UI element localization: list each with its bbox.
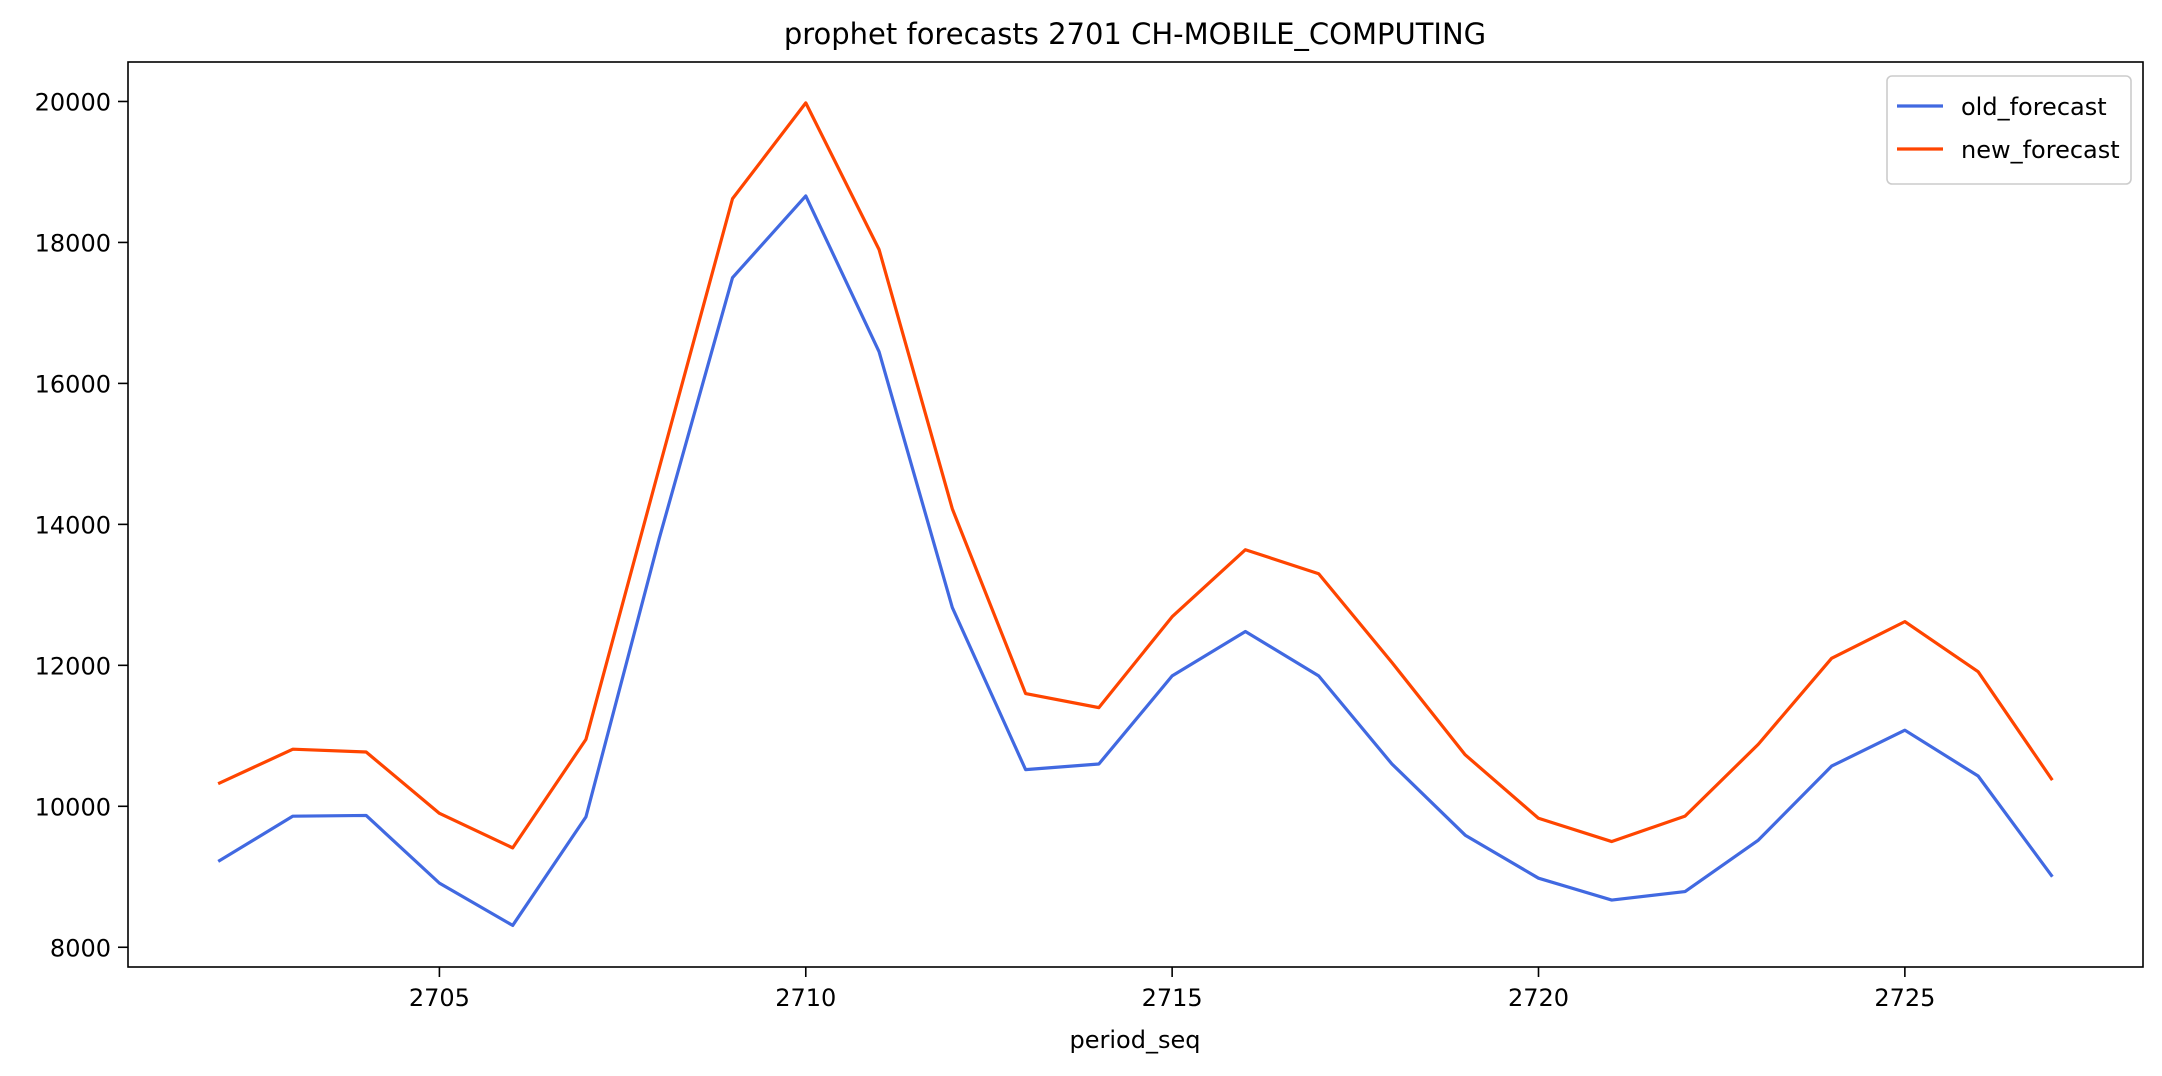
plot-frame xyxy=(127,61,2144,968)
x-axis-label: period_seq xyxy=(1070,1026,1201,1054)
x-tick-label: 2715 xyxy=(1142,984,1203,1012)
x-tick-label: 2720 xyxy=(1508,984,1569,1012)
y-tick-label: 18000 xyxy=(35,229,111,257)
y-tick-label: 8000 xyxy=(50,934,111,962)
series-layer xyxy=(217,101,2054,928)
y-tick-label: 12000 xyxy=(35,652,111,680)
x-tick-label: 2710 xyxy=(775,984,836,1012)
legend-box xyxy=(1886,75,2132,185)
legend-label-new_forecast: new_forecast xyxy=(1961,136,2120,164)
y-tick-label: 10000 xyxy=(35,793,111,821)
series-line-old_forecast xyxy=(217,194,2054,928)
x-tick-label: 2725 xyxy=(1874,984,1935,1012)
legend-label-old_forecast: old_forecast xyxy=(1961,93,2107,121)
legend: old_forecast new_forecast xyxy=(1886,75,2132,185)
y-tick-label: 20000 xyxy=(35,88,111,116)
chart-title: prophet forecasts 2701 CH-MOBILE_COMPUTI… xyxy=(784,17,1486,51)
y-tick-label: 16000 xyxy=(35,370,111,398)
series-line-new_forecast xyxy=(217,101,2054,850)
y-tick-label: 14000 xyxy=(35,511,111,539)
x-axis: 2705 2710 2715 2720 2725 xyxy=(409,967,1935,1012)
y-axis: 8000 10000 12000 14000 16000 18000 20000 xyxy=(35,88,128,962)
x-tick-label: 2705 xyxy=(409,984,470,1012)
